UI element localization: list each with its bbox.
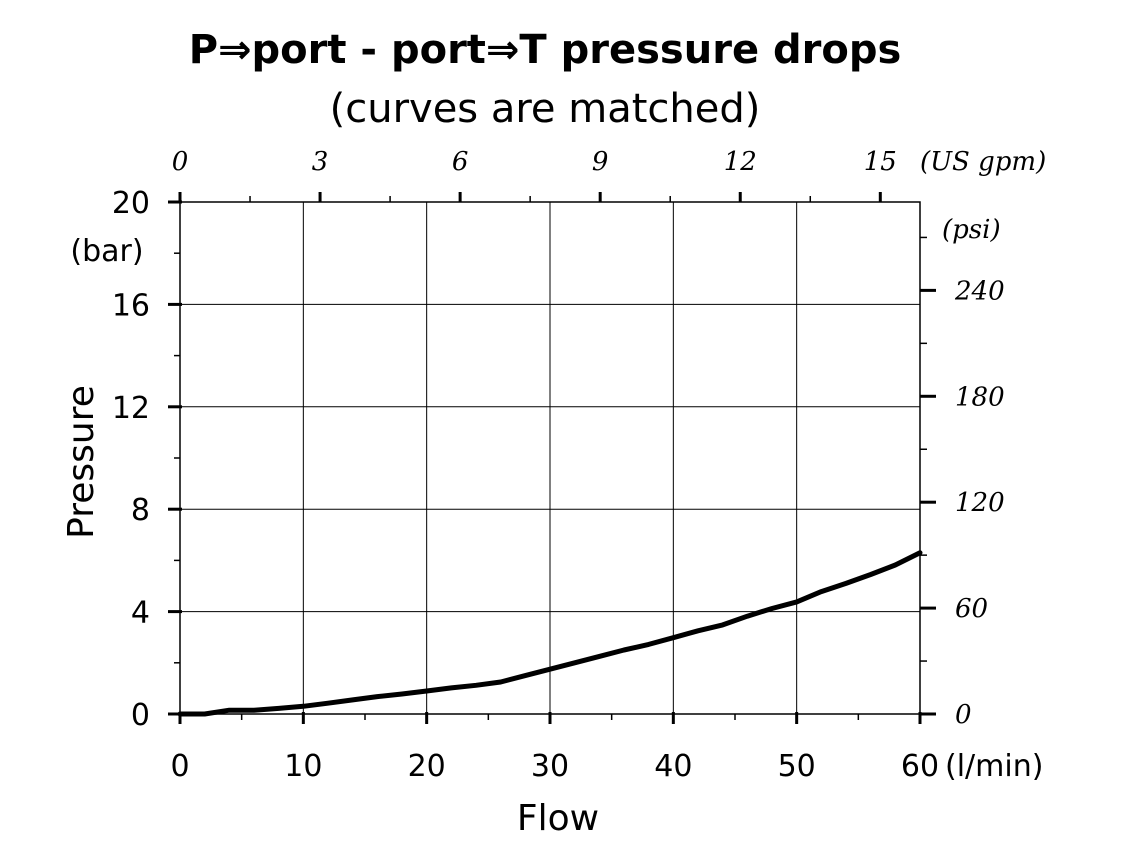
data-point	[499, 681, 502, 683]
y-axis-title: Pressure	[61, 385, 102, 539]
data-point	[721, 624, 724, 626]
right-tick-label: 120	[955, 488, 1005, 518]
data-point	[647, 643, 650, 646]
x-tick-label: 10	[284, 749, 322, 784]
data-point	[425, 690, 428, 692]
data-point	[672, 636, 675, 639]
top-tick-label: 15	[864, 147, 897, 177]
axis-ticks	[168, 192, 936, 724]
data-point	[277, 707, 280, 710]
right-tick-label: 240	[954, 276, 1005, 306]
top-axis-unit: (US gpm)	[920, 147, 1046, 177]
data-point	[869, 573, 872, 576]
data-point	[475, 684, 477, 687]
data-point	[894, 564, 897, 566]
y-tick-label: 16	[112, 288, 150, 323]
data-point	[573, 662, 576, 664]
top-tick-label: 9	[592, 147, 609, 177]
top-tick-label: 3	[312, 147, 329, 177]
x-tick-label: 20	[408, 749, 446, 784]
chart-title: P⇒port - port⇒T pressure drops	[189, 27, 902, 73]
data-point	[179, 713, 181, 715]
right-tick-label: 180	[955, 382, 1005, 412]
data-point	[623, 649, 625, 651]
chart-subtitle: (curves are matched)	[330, 86, 761, 132]
x-axis-title: Flow	[517, 798, 599, 839]
data-point	[203, 713, 206, 715]
right-axis-unit: (psi)	[942, 215, 1001, 245]
y-tick-label: 8	[131, 493, 150, 528]
grid-lines	[179, 201, 921, 715]
top-tick-label: 0	[172, 147, 189, 177]
top-tick-label: 6	[452, 147, 469, 177]
x-tick-label: 40	[654, 749, 692, 784]
x-tick-label: 60	[901, 749, 939, 784]
data-point	[795, 601, 798, 603]
x-tick-label: 50	[778, 749, 816, 784]
y-axis-unit: (bar)	[70, 234, 143, 269]
series-layer	[177, 550, 923, 717]
data-point	[524, 674, 527, 677]
x-tick-label: 0	[170, 749, 189, 784]
data-point	[327, 702, 329, 705]
data-point	[376, 695, 379, 698]
data-point	[351, 699, 354, 701]
x-tick-label: 30	[531, 749, 569, 784]
right-tick-label: 0	[955, 700, 972, 730]
data-point	[845, 582, 847, 585]
data-point	[253, 709, 255, 711]
data-point	[302, 705, 305, 708]
data-point	[820, 590, 823, 593]
data-point	[228, 709, 231, 711]
y-tick-label: 0	[131, 698, 150, 733]
data-point	[746, 615, 749, 618]
data-point	[598, 655, 601, 658]
y-tick-label: 12	[112, 391, 150, 426]
top-tick-label: 12	[724, 147, 757, 177]
right-tick-label: 60	[955, 594, 988, 624]
y-tick-label: 4	[131, 596, 150, 631]
y-tick-label: 20	[112, 186, 150, 221]
x-axis-unit: (l/min)	[945, 749, 1043, 784]
data-point	[549, 668, 551, 670]
tick-labels: 0 10 20 30 40 50 60 0 4 8 12 16 20 0 3 6 9 12 15 0 60 120 180 2…	[112, 147, 1005, 784]
data-point	[697, 630, 699, 632]
data-point	[401, 693, 403, 695]
data-point	[771, 607, 773, 610]
data-point	[919, 551, 921, 554]
data-point	[450, 687, 453, 689]
